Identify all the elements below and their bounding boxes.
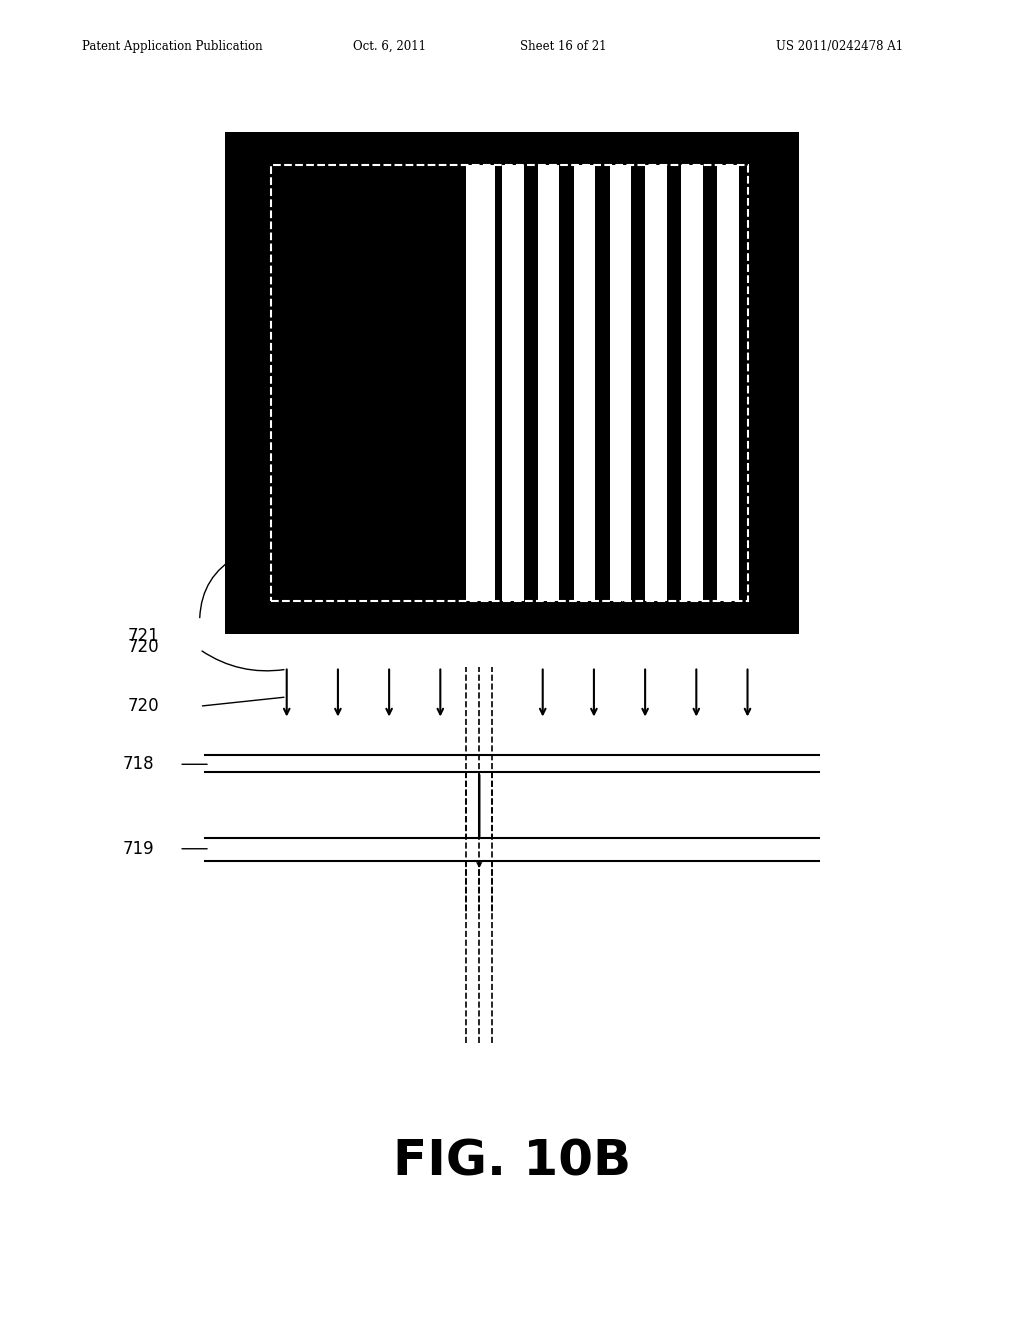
Bar (225, 132, 799, 634)
Text: 721: 721 (127, 627, 160, 645)
Text: Oct. 6, 2011: Oct. 6, 2011 (352, 40, 426, 53)
Bar (609, 165, 631, 601)
Text: US 2011/0242478 A1: US 2011/0242478 A1 (776, 40, 903, 53)
Text: FIG. 10B: FIG. 10B (393, 1138, 631, 1185)
Bar (645, 165, 667, 601)
Bar (271, 165, 748, 601)
Bar (502, 165, 523, 601)
Text: 720: 720 (128, 638, 159, 656)
Bar (717, 165, 738, 601)
Text: 720: 720 (128, 697, 159, 715)
Bar (573, 165, 595, 601)
Text: Patent Application Publication: Patent Application Publication (82, 40, 262, 53)
Text: 719: 719 (123, 840, 154, 858)
Text: 718: 718 (123, 755, 154, 774)
Text: Sheet 16 of 21: Sheet 16 of 21 (520, 40, 606, 53)
Bar (681, 165, 702, 601)
Bar (538, 165, 559, 601)
Bar (466, 165, 495, 601)
